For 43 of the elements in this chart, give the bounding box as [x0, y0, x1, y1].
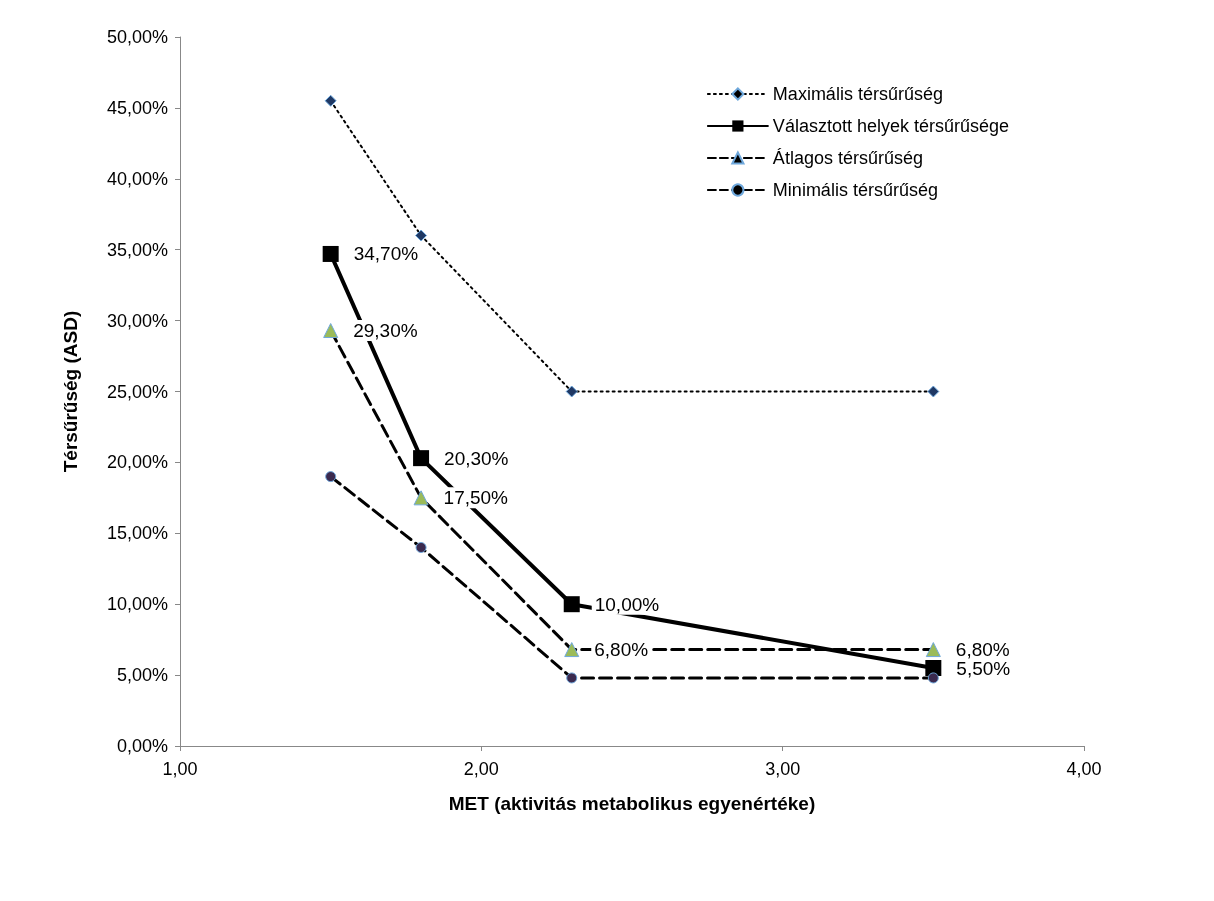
- x-tick-label: 1,00: [162, 759, 198, 779]
- x-tick-label: 3,00: [765, 759, 801, 779]
- y-tick-label: 30,00%: [106, 310, 168, 331]
- y-tick-label: 15,00%: [106, 523, 168, 544]
- y-tick-label: 0,00%: [116, 736, 168, 756]
- x-axis-title: MET (aktivitás metabolikus egyenértéke): [448, 793, 816, 814]
- point: [927, 385, 940, 398]
- point: [415, 541, 427, 553]
- point: [415, 229, 428, 242]
- point: [564, 642, 580, 658]
- point: [325, 471, 337, 483]
- data-label: 20,30%: [444, 447, 509, 469]
- data-label: 6,80%: [594, 639, 649, 661]
- y-tick-label: 25,00%: [106, 381, 168, 402]
- point: [565, 385, 578, 398]
- point: [413, 450, 430, 467]
- x-tick-label: 2,00: [463, 759, 499, 779]
- point: [323, 323, 339, 339]
- point: [563, 596, 580, 613]
- point: [322, 245, 339, 262]
- data-label: 34,70%: [353, 243, 419, 265]
- legend-label: Választott helyek térsűrűsége: [772, 116, 1010, 136]
- data-label: 17,50%: [443, 487, 509, 509]
- y-tick-label: 5,00%: [116, 665, 168, 686]
- point: [566, 672, 578, 684]
- point: [925, 642, 941, 658]
- y-tick-label: 35,00%: [106, 239, 168, 260]
- y-tick-label: 50,00%: [106, 27, 168, 47]
- data-label: 6,80%: [955, 639, 1010, 661]
- legend-label: Minimális térsűrűség: [772, 180, 938, 200]
- y-tick-label: 10,00%: [106, 594, 168, 615]
- y-tick-label: 20,00%: [106, 452, 168, 473]
- y-tick-label: 45,00%: [106, 97, 168, 118]
- point: [324, 94, 337, 107]
- legend-label: Átlagos térsűrűség: [772, 148, 923, 168]
- y-axis-title: Térsűrűség (ASD): [60, 310, 81, 473]
- legend-label: Maximális térsűrűség: [772, 84, 943, 104]
- data-label: 10,00%: [594, 593, 660, 615]
- data-label: 29,30%: [353, 320, 418, 342]
- y-tick-label: 40,00%: [106, 168, 168, 189]
- x-tick-label: 4,00: [1066, 759, 1102, 779]
- point: [413, 490, 429, 506]
- point: [927, 672, 939, 684]
